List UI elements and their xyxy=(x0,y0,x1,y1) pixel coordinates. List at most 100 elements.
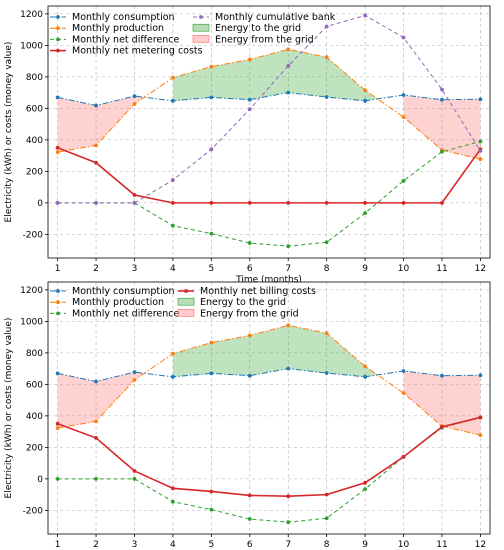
y-tick-label: 1200 xyxy=(20,10,43,20)
y-tick-label: 400 xyxy=(26,412,43,422)
x-tick-label: 1 xyxy=(55,264,61,274)
data-point xyxy=(286,520,291,525)
data-point xyxy=(478,139,483,144)
series-line-2 xyxy=(57,48,481,160)
data-point xyxy=(324,331,329,336)
data-point xyxy=(440,149,444,154)
legend-label: Monthly net difference xyxy=(72,34,180,45)
data-point xyxy=(363,211,367,216)
series-line-1 xyxy=(57,368,481,383)
data-point xyxy=(478,373,483,378)
data-point xyxy=(286,90,291,95)
data-point xyxy=(55,426,60,431)
legend-label: Monthly net difference xyxy=(72,308,180,319)
legend-label: Energy to the grid xyxy=(215,23,301,34)
legend-swatch-marker xyxy=(184,289,188,293)
data-point xyxy=(440,373,444,378)
x-tick-label: 11 xyxy=(436,264,447,274)
data-point xyxy=(171,499,175,504)
data-point xyxy=(209,340,214,345)
data-point xyxy=(286,47,291,52)
x-tick-label: 9 xyxy=(362,264,368,274)
data-point xyxy=(363,88,367,93)
data-point xyxy=(171,223,175,228)
data-point xyxy=(209,371,214,376)
y-tick-label: 200 xyxy=(26,167,43,177)
legend-swatch-marker xyxy=(199,15,203,19)
x-tick-label: 2 xyxy=(93,264,99,274)
data-point xyxy=(94,200,98,205)
data-point xyxy=(209,489,214,494)
data-point xyxy=(171,178,175,182)
x-tick-label: 5 xyxy=(208,264,214,274)
x-tick-label: 9 xyxy=(362,540,368,550)
series-line-1 xyxy=(57,92,481,107)
legend-label: Monthly net metering costs xyxy=(72,46,203,57)
series-line-4 xyxy=(57,147,482,204)
data-point xyxy=(286,366,291,371)
data-point xyxy=(401,115,406,119)
data-point xyxy=(247,373,252,378)
data-point xyxy=(363,98,367,103)
x-tick-label: 3 xyxy=(132,264,138,274)
legend-label: Energy to the grid xyxy=(200,297,286,308)
x-tick-label: 5 xyxy=(208,540,214,550)
data-point xyxy=(94,103,98,108)
x-tick-label: 6 xyxy=(247,540,253,550)
data-point xyxy=(171,374,175,379)
data-point xyxy=(55,200,60,205)
data-point xyxy=(401,178,406,183)
data-point xyxy=(363,364,367,369)
y-tick-label: 1200 xyxy=(20,286,43,296)
data-point xyxy=(132,94,137,98)
y-axis-label: Electricity (kWh) or costs (money value) xyxy=(4,318,14,499)
data-point xyxy=(478,149,483,153)
data-point xyxy=(55,150,60,155)
y-tick-label: 1000 xyxy=(20,41,43,51)
legend-label: Monthly net billing costs xyxy=(200,286,316,297)
data-point xyxy=(324,371,329,375)
data-point xyxy=(363,200,367,205)
data-point xyxy=(171,200,175,205)
plot-area xyxy=(48,282,490,534)
data-point xyxy=(55,145,60,150)
data-point xyxy=(286,63,291,68)
y-tick-label: 600 xyxy=(26,104,43,114)
axes-frame xyxy=(47,5,491,259)
y-axis-label: Electricity (kWh) or costs (money value) xyxy=(4,42,14,223)
x-tick-label: 8 xyxy=(324,540,330,550)
fill-area-energy-from-grid xyxy=(403,370,481,436)
x-tick-label: 4 xyxy=(170,264,176,274)
data-point xyxy=(324,95,329,99)
data-point xyxy=(247,241,252,245)
x-tick-label: 8 xyxy=(324,264,330,274)
data-point xyxy=(401,93,406,97)
legend-label: Monthly consumption xyxy=(72,12,175,23)
x-tick-label: 1 xyxy=(55,540,61,550)
legend-label: Energy from the grid xyxy=(215,34,314,45)
series-line-5 xyxy=(57,14,481,204)
data-point xyxy=(324,516,329,521)
x-tick-label: 2 xyxy=(93,540,99,550)
x-tick-label: 11 xyxy=(436,540,447,550)
x-tick-label: 6 xyxy=(247,264,253,274)
y-tick-label: 200 xyxy=(26,443,43,453)
data-point xyxy=(247,200,252,205)
data-point xyxy=(55,371,60,376)
data-point xyxy=(209,64,214,69)
data-point xyxy=(55,95,60,100)
data-point xyxy=(478,415,483,420)
legend-swatch-fill xyxy=(192,23,210,32)
data-point xyxy=(209,95,214,100)
legend-label: Monthly production xyxy=(72,297,164,308)
data-point xyxy=(132,102,137,106)
data-point xyxy=(132,469,137,473)
data-point xyxy=(363,487,367,492)
data-point xyxy=(478,157,483,161)
data-point xyxy=(286,200,291,205)
data-point xyxy=(171,351,175,356)
y-tick-label: 800 xyxy=(26,73,43,83)
plot-area xyxy=(48,6,490,258)
